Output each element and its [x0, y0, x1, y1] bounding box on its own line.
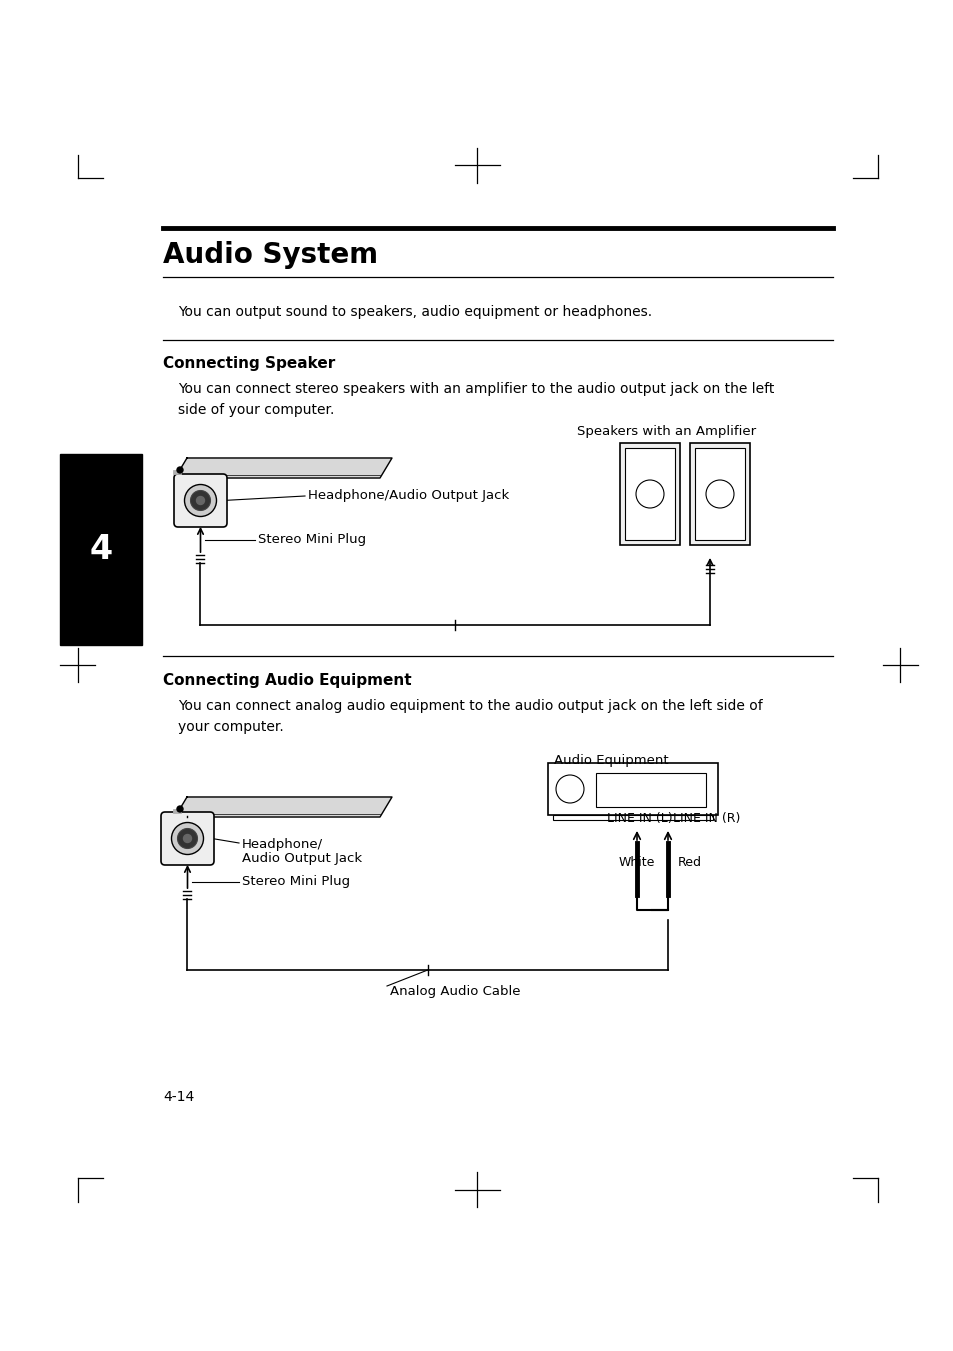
Text: White: White [618, 857, 655, 869]
Text: Analog Audio Cable: Analog Audio Cable [390, 985, 520, 998]
Circle shape [556, 775, 583, 802]
Circle shape [184, 485, 216, 516]
Text: Stereo Mini Plug: Stereo Mini Plug [242, 875, 350, 889]
Text: Stereo Mini Plug: Stereo Mini Plug [257, 534, 366, 547]
Text: LINE IN (L): LINE IN (L) [606, 812, 672, 825]
Circle shape [705, 480, 733, 508]
Circle shape [177, 828, 197, 848]
Circle shape [191, 490, 211, 511]
Text: Audio Equipment: Audio Equipment [554, 754, 668, 767]
Circle shape [177, 807, 183, 812]
Text: Headphone/: Headphone/ [242, 838, 323, 851]
Text: You can output sound to speakers, audio equipment or headphones.: You can output sound to speakers, audio … [178, 305, 652, 319]
Bar [553, 815, 712, 820]
Polygon shape [174, 458, 392, 478]
Bar [547, 763, 718, 815]
Bar [596, 773, 705, 807]
Text: You can connect stereo speakers with an amplifier to the audio output jack on th: You can connect stereo speakers with an … [178, 382, 774, 416]
Text: Connecting Audio Equipment: Connecting Audio Equipment [163, 673, 411, 688]
Circle shape [177, 467, 183, 473]
Bar [619, 443, 679, 544]
Text: Red: Red [678, 857, 701, 869]
Bar [172, 809, 181, 813]
Circle shape [636, 480, 663, 508]
Bar [689, 443, 749, 544]
Text: Audio Output Jack: Audio Output Jack [242, 852, 362, 865]
Text: Speakers with an Amplifier: Speakers with an Amplifier [577, 426, 756, 438]
Circle shape [183, 835, 192, 843]
Circle shape [196, 497, 204, 504]
Circle shape [172, 823, 203, 854]
Bar [624, 449, 675, 540]
FancyBboxPatch shape [173, 474, 227, 527]
Text: Connecting Speaker: Connecting Speaker [163, 357, 335, 372]
FancyBboxPatch shape [161, 812, 213, 865]
Polygon shape [174, 797, 392, 817]
Text: Audio System: Audio System [163, 240, 377, 269]
Text: Headphone/Audio Output Jack: Headphone/Audio Output Jack [308, 489, 509, 503]
Bar [172, 470, 181, 474]
Text: 4: 4 [90, 534, 112, 566]
Bar [695, 449, 744, 540]
Text: You can connect analog audio equipment to the audio output jack on the left side: You can connect analog audio equipment t… [178, 698, 762, 734]
Text: LINE IN (R): LINE IN (R) [672, 812, 740, 825]
Text: 4-14: 4-14 [163, 1090, 194, 1104]
Bar [60, 454, 142, 644]
